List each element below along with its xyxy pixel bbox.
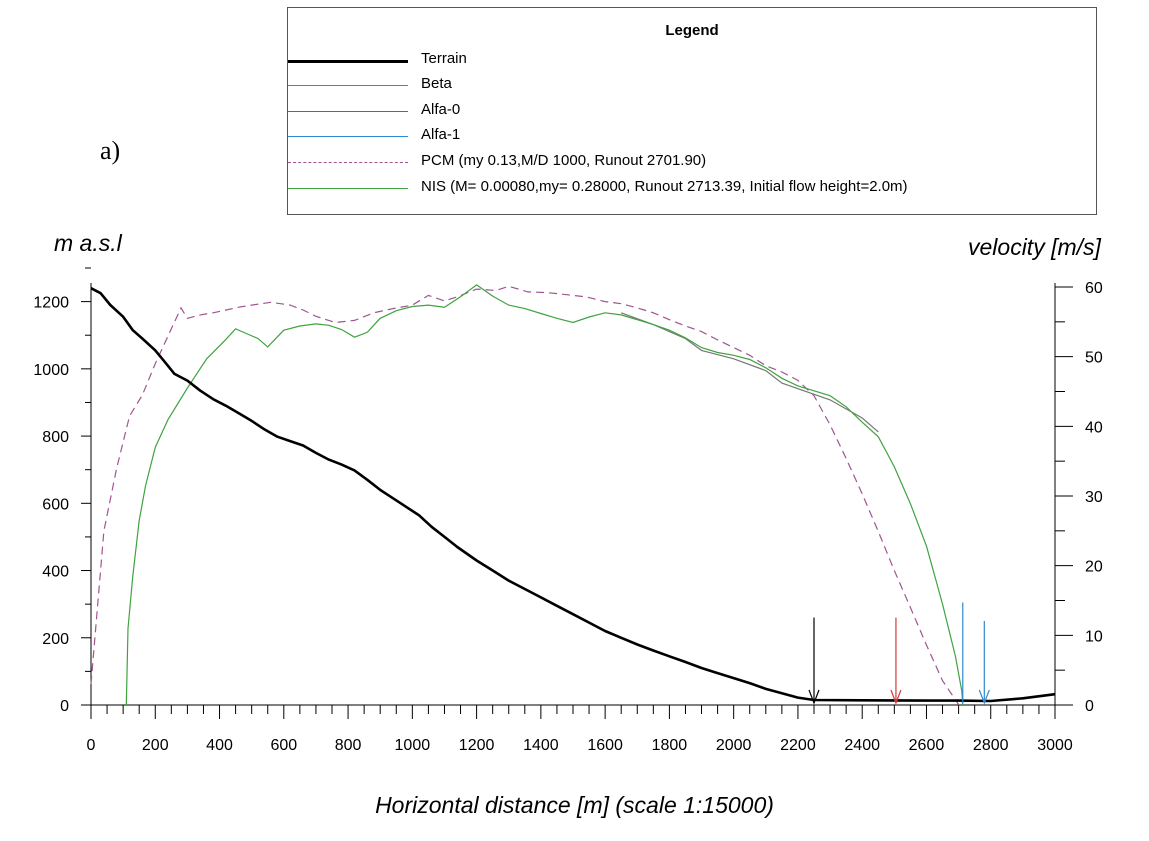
x-tick-label: 1600 xyxy=(587,737,623,754)
y-tick-label: 0 xyxy=(60,698,69,715)
x-axis-title: Horizontal distance [m] (scale 1:15000) xyxy=(375,792,774,818)
y2-axis-title: velocity [m/s] xyxy=(968,234,1101,260)
legend-swatch-beta xyxy=(288,85,408,86)
y2-tick-label: 10 xyxy=(1085,628,1103,645)
x-tick-label: 1400 xyxy=(523,737,559,754)
legend-swatch-pcm xyxy=(288,162,408,163)
y2-tick-label: 50 xyxy=(1085,350,1103,367)
x-tick-label: 2400 xyxy=(844,737,880,754)
legend-label-beta: Beta xyxy=(421,75,452,92)
legend: Legend Terrain Beta Alfa-0 Alfa-1 PCM (m… xyxy=(287,7,1097,215)
x-tick-label: 0 xyxy=(87,737,96,754)
x-tick-label: 1000 xyxy=(395,737,431,754)
legend-swatch-alfa-0 xyxy=(288,111,408,112)
x-tick-label: 2200 xyxy=(780,737,816,754)
legend-label-nis: NIS (M= 0.00080,my= 0.28000, Runout 2713… xyxy=(421,178,908,195)
legend-swatch-terrain xyxy=(288,60,408,63)
x-tick-label: 2600 xyxy=(909,737,945,754)
series-line-beta xyxy=(620,312,879,433)
x-tick-label: 1800 xyxy=(652,737,688,754)
legend-label-terrain: Terrain xyxy=(421,50,467,67)
y-tick-label: 1200 xyxy=(33,295,69,312)
x-tick-label: 400 xyxy=(206,737,233,754)
legend-title: Legend xyxy=(665,22,719,39)
marker-arrowhead-2 xyxy=(978,689,990,705)
legend-swatch-alfa-1 xyxy=(288,136,408,137)
series-line-terrain xyxy=(90,287,1056,703)
y2-tick-label: 0 xyxy=(1085,698,1094,715)
x-tick-label: 1200 xyxy=(459,737,495,754)
legend-swatch-nis xyxy=(288,188,408,189)
x-tick-label: 2800 xyxy=(973,737,1009,754)
x-tick-label: 3000 xyxy=(1037,737,1073,754)
panel-label: a) xyxy=(100,136,121,165)
y-tick-label: 200 xyxy=(42,631,69,648)
y-tick-label: 1000 xyxy=(33,362,69,379)
legend-label-alfa-1: Alfa-1 xyxy=(421,126,461,143)
y-tick-label: 800 xyxy=(42,429,69,446)
x-tick-label: 600 xyxy=(270,737,297,754)
y2-tick-label: 20 xyxy=(1085,559,1103,576)
marker-arrowhead-0 xyxy=(808,689,820,705)
x-tick-label: 2000 xyxy=(716,737,752,754)
x-tick-label: 800 xyxy=(335,737,362,754)
series-line-nis xyxy=(125,284,964,706)
y2-tick-label: 60 xyxy=(1085,280,1103,297)
series-line-pcm xyxy=(90,285,960,706)
y-axis-title: m a.s.l xyxy=(54,230,122,256)
y2-tick-label: 40 xyxy=(1085,419,1103,436)
y-tick-label: 600 xyxy=(42,496,69,513)
x-tick-label: 200 xyxy=(142,737,169,754)
y2-tick-label: 30 xyxy=(1085,489,1103,506)
marker-arrowhead-1 xyxy=(890,689,902,705)
y-tick-label: 400 xyxy=(42,564,69,581)
legend-label-pcm: PCM (my 0.13,M/D 1000, Runout 2701.90) xyxy=(421,152,707,169)
legend-label-alfa-0: Alfa-0 xyxy=(421,101,461,118)
